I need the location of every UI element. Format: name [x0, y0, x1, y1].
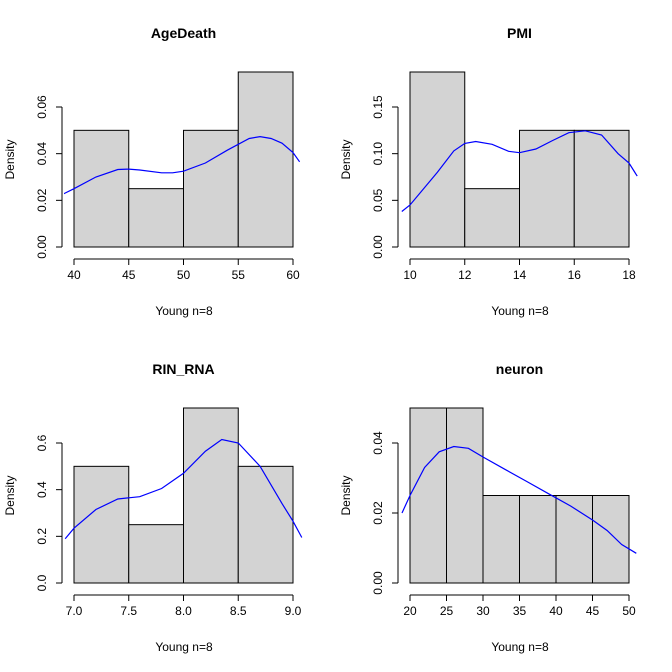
- x-tick-label-3-4: 40: [549, 604, 563, 618]
- histogram-bar-0-0: [73, 129, 130, 248]
- x-tick-label-3-6: 50: [622, 604, 636, 618]
- y-axis-label-1: Density: [339, 139, 353, 179]
- histogram-bar-3-3: [519, 495, 557, 584]
- histogram-bar-3-2: [482, 495, 520, 584]
- histogram-bar-1-2: [519, 129, 575, 248]
- x-tick-label-3-3: 35: [513, 604, 527, 618]
- chart-title-1: PMI: [507, 25, 532, 41]
- y-tick-label-0-1: 0.02: [35, 188, 49, 212]
- y-tick-label-0-0: 0.00: [35, 235, 49, 259]
- chart-title-0: AgeDeath: [151, 25, 216, 41]
- x-tick-label-0-3: 55: [232, 268, 246, 282]
- density-curve-2: [64, 438, 303, 540]
- x-axis-label-0: Young n=8: [155, 304, 213, 318]
- y-tick-label-1-2: 0.10: [371, 142, 385, 166]
- histogram-bar-2-3: [237, 465, 294, 584]
- x-tick-label-2-3: 8.5: [230, 604, 247, 618]
- y-tick-label-0-2: 0.04: [35, 142, 49, 166]
- x-tick-label-1-2: 14: [513, 268, 527, 282]
- x-tick-label-2-2: 8.0: [175, 604, 192, 618]
- x-tick-label-1-4: 18: [622, 268, 636, 282]
- x-tick-label-0-0: 40: [67, 268, 81, 282]
- x-axis-label-3: Young n=8: [491, 640, 549, 654]
- y-tick-label-3-0: 0.00: [371, 571, 385, 595]
- y-tick-label-1-1: 0.05: [371, 188, 385, 212]
- density-curve-0: [64, 135, 301, 195]
- histogram-bar-2-1: [128, 524, 184, 584]
- histogram-bar-0-3: [237, 71, 294, 248]
- histogram-bar-0-1: [128, 188, 184, 248]
- histogram-bar-2-0: [73, 465, 130, 584]
- chart-title-2: RIN_RNA: [152, 361, 214, 377]
- y-tick-label-0-3: 0.06: [35, 95, 49, 119]
- x-tick-label-0-1: 45: [122, 268, 136, 282]
- x-tick-label-1-0: 10: [403, 268, 417, 282]
- histogram-bar-3-1: [446, 407, 484, 584]
- density-curve-3: [401, 445, 637, 554]
- x-tick-label-1-1: 12: [458, 268, 472, 282]
- y-tick-label-2-0: 0.0: [35, 574, 49, 591]
- histogram-bar-1-0: [409, 71, 466, 248]
- x-axis-label-1: Young n=8: [491, 304, 549, 318]
- x-tick-label-0-2: 50: [177, 268, 191, 282]
- y-axis-label-0: Density: [3, 139, 17, 179]
- histogram-bar-3-5: [592, 495, 630, 584]
- histogram-bar-1-1: [464, 188, 520, 248]
- x-tick-label-1-3: 16: [568, 268, 582, 282]
- y-tick-label-3-2: 0.04: [371, 431, 385, 455]
- y-tick-label-2-3: 0.6: [35, 434, 49, 451]
- histogram-bar-3-4: [555, 495, 593, 584]
- histogram-bar-3-0: [409, 407, 447, 584]
- x-axis-label-2: Young n=8: [155, 640, 213, 654]
- x-tick-label-3-2: 30: [476, 604, 490, 618]
- y-tick-label-3-1: 0.02: [371, 501, 385, 525]
- y-tick-label-2-2: 0.4: [35, 481, 49, 498]
- x-tick-label-2-4: 9.0: [285, 604, 302, 618]
- histogram-bar-0-2: [183, 129, 239, 248]
- chart-title-3: neuron: [496, 361, 543, 377]
- y-tick-label-1-3: 0.15: [371, 95, 385, 119]
- x-tick-label-2-0: 7.0: [66, 604, 83, 618]
- y-axis-label-2: Density: [3, 475, 17, 515]
- x-tick-label-0-4: 60: [286, 268, 300, 282]
- y-tick-label-2-1: 0.2: [35, 528, 49, 545]
- x-tick-label-2-1: 7.5: [120, 604, 137, 618]
- histogram-bar-1-3: [573, 129, 630, 248]
- x-tick-label-3-1: 25: [440, 604, 454, 618]
- density-curve-1: [401, 130, 638, 212]
- histogram-bar-2-2: [183, 407, 239, 584]
- y-tick-label-1-0: 0.00: [371, 235, 385, 259]
- y-axis-label-3: Density: [339, 475, 353, 515]
- x-tick-label-3-0: 20: [403, 604, 417, 618]
- x-tick-label-3-5: 45: [586, 604, 600, 618]
